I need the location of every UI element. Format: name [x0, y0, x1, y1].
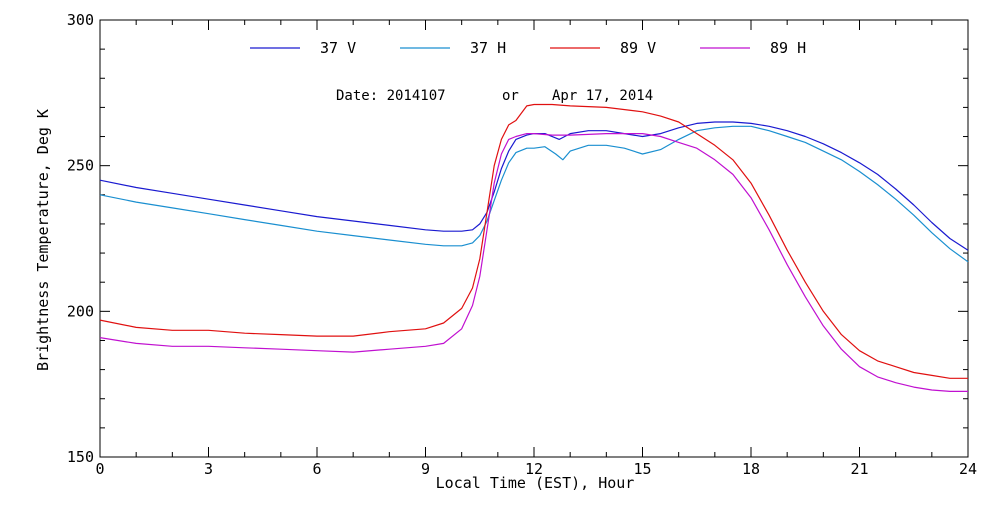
x-tick-label: 6	[312, 460, 321, 478]
series-line-89-h	[99, 133, 968, 392]
series-line-37-v	[99, 121, 969, 251]
annotation-or: or	[502, 88, 519, 104]
series-line-37-h	[99, 125, 969, 263]
y-axis-label: Brightness Temperature, Deg K	[34, 109, 52, 371]
y-tick-label: 300	[67, 11, 94, 29]
series-layer	[99, 103, 969, 392]
legend-label: 89 H	[770, 39, 806, 57]
x-axis-label: Local Time (EST), Hour	[436, 474, 635, 492]
y-tick-label: 250	[67, 157, 94, 175]
x-tick-label: 9	[421, 460, 430, 478]
x-tick-label: 18	[742, 460, 760, 478]
legend-label: 37 V	[320, 39, 356, 57]
y-tick-label: 200	[67, 302, 94, 320]
x-tick-label: 0	[95, 460, 104, 478]
axes: 0 3 6 9 12 15 18 21 24 150 200 250 300	[67, 11, 977, 478]
legend-label: 89 V	[620, 39, 656, 57]
y-tick-label: 150	[67, 448, 94, 466]
x-tick-label: 12	[525, 460, 543, 478]
annotation: Date: 2014107 or Apr 17, 2014	[336, 88, 653, 104]
plot-frame	[99, 19, 969, 458]
x-tick-label: 21	[850, 460, 868, 478]
annotation-date: Date: 2014107	[336, 88, 446, 104]
x-tick-label: 15	[633, 460, 651, 478]
annotation-date-text: Apr 17, 2014	[552, 88, 653, 104]
legend-label: 37 H	[470, 39, 506, 57]
series-line-89-v	[99, 103, 968, 379]
x-tick-label: 3	[204, 460, 213, 478]
legend: 37 V 37 H 89 V 89 H	[250, 39, 806, 57]
x-tick-label: 24	[959, 460, 977, 478]
